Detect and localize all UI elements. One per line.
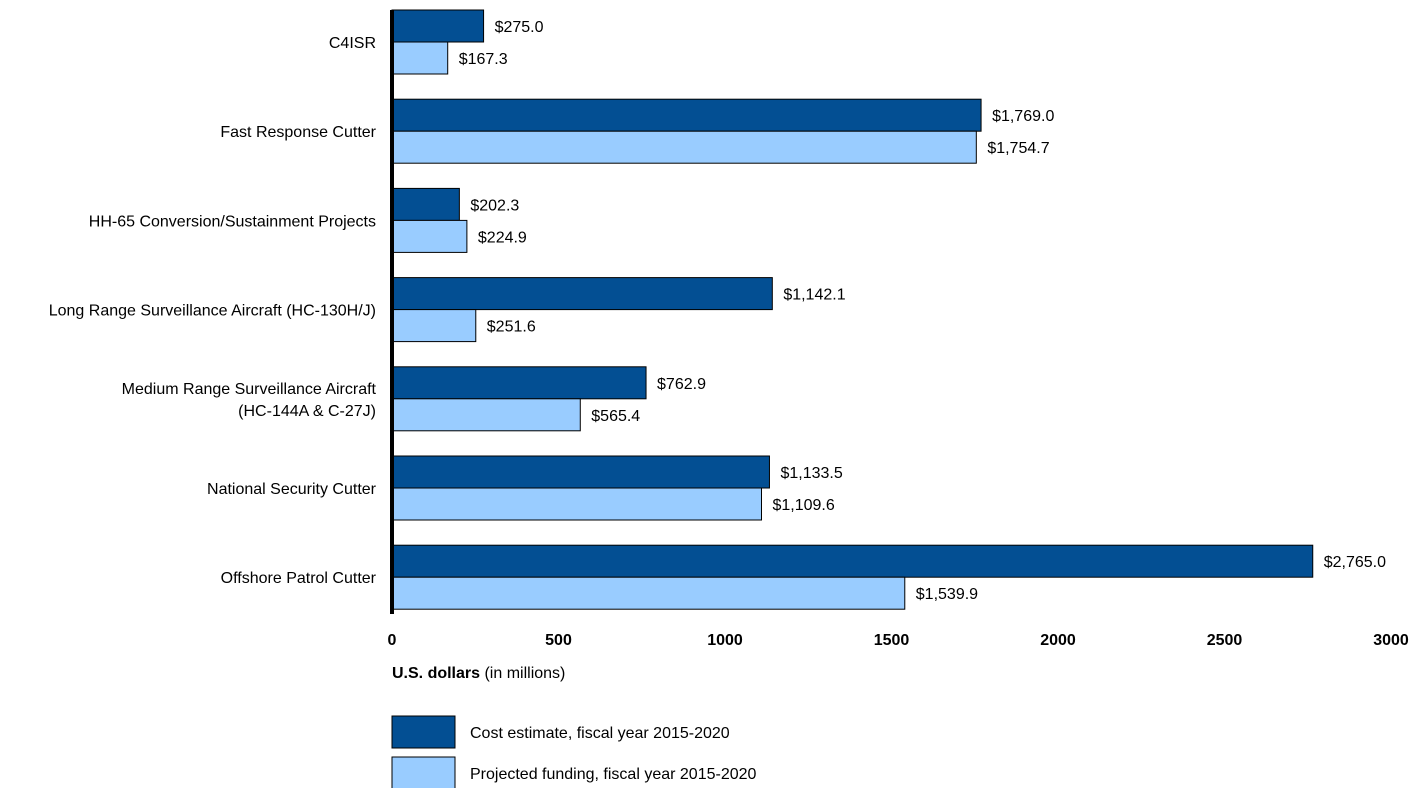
bar-s0-c1	[391, 98, 982, 132]
data-label-s0-c4: $762.9	[657, 376, 706, 393]
bar-s1-c3	[391, 309, 477, 343]
data-label-s0-c2: $202.3	[470, 197, 519, 214]
data-label-s1-c3: $251.6	[487, 319, 536, 336]
category-label-6: Offshore Patrol Cutter	[221, 570, 377, 587]
category-labels-layer: C4ISR Fast Response Cutter HH-65 Conversio…	[49, 35, 377, 587]
category-label-1: Fast Response Cutter	[220, 124, 376, 141]
x-tick-label-3: 1500	[874, 632, 910, 649]
category-label-4-line-0: Medium Range Surveillance Aircraft	[122, 381, 377, 398]
bar-s0-c2	[391, 187, 460, 221]
legend-label-1: Projected funding, fiscal year 2015-2020	[470, 766, 757, 783]
x-axis-title-rest: (in millions)	[480, 665, 565, 682]
x-tick-label-0: 0	[388, 632, 397, 649]
x-tick-label-5: 2500	[1207, 632, 1243, 649]
data-label-s0-c0: $275.0	[495, 19, 544, 36]
legend: Cost estimate, fiscal year 2015-2020 Proj…	[391, 715, 757, 788]
data-labels-layer: $275.0 $167.3 $1,769.0 $1,754.7 $202.3 $224.9…	[459, 19, 1386, 603]
legend-label-0: Cost estimate, fiscal year 2015-2020	[470, 725, 730, 742]
category-label-0: C4ISR	[329, 35, 376, 52]
bar-s0-c0	[391, 9, 485, 43]
data-label-s0-c5: $1,133.5	[780, 465, 842, 482]
x-tick-labels-layer: 0 500 1000 1500 2000 2500 3000	[388, 632, 1409, 649]
x-axis-title: U.S. dollars (in millions)	[392, 665, 565, 682]
data-label-s0-c6: $2,765.0	[1324, 554, 1386, 571]
category-label-3: Long Range Surveillance Aircraft (HC-130…	[49, 303, 376, 320]
legend-swatch-0	[391, 715, 456, 749]
x-tick-label-6: 3000	[1373, 632, 1409, 649]
data-label-s1-c2: $224.9	[478, 229, 527, 246]
x-tick-label-4: 2000	[1040, 632, 1076, 649]
bar-s1-c1	[391, 130, 977, 164]
bar-s1-c6	[391, 576, 906, 610]
legend-swatch-1	[391, 756, 456, 788]
category-label-4-line-1: (HC-144A & C-27J)	[238, 403, 376, 420]
data-label-s1-c1: $1,754.7	[987, 140, 1049, 157]
x-tick-label-2: 1000	[707, 632, 743, 649]
category-label-2: HH-65 Conversion/Sustainment Projects	[89, 213, 376, 230]
bar-s0-c6	[391, 544, 1314, 578]
data-label-s1-c6: $1,539.9	[916, 586, 978, 603]
category-label-5: National Security Cutter	[207, 481, 377, 498]
data-label-s1-c5: $1,109.6	[772, 497, 834, 514]
data-label-s0-c1: $1,769.0	[992, 108, 1054, 125]
data-label-s1-c4: $565.4	[591, 408, 640, 425]
bar-s0-c4	[391, 366, 647, 400]
bar-s1-c0	[391, 41, 449, 75]
data-label-s1-c0: $167.3	[459, 51, 508, 68]
data-label-s0-c3: $1,142.1	[783, 287, 845, 304]
bar-s0-c3	[391, 277, 773, 311]
bar-s1-c5	[391, 487, 762, 521]
x-axis-title-bold: U.S. dollars	[392, 665, 480, 682]
x-tick-label-1: 500	[545, 632, 572, 649]
bar-s1-c2	[391, 219, 468, 253]
bar-s1-c4	[391, 398, 581, 432]
bar-s0-c5	[391, 455, 770, 489]
bars-layer	[391, 9, 1314, 610]
